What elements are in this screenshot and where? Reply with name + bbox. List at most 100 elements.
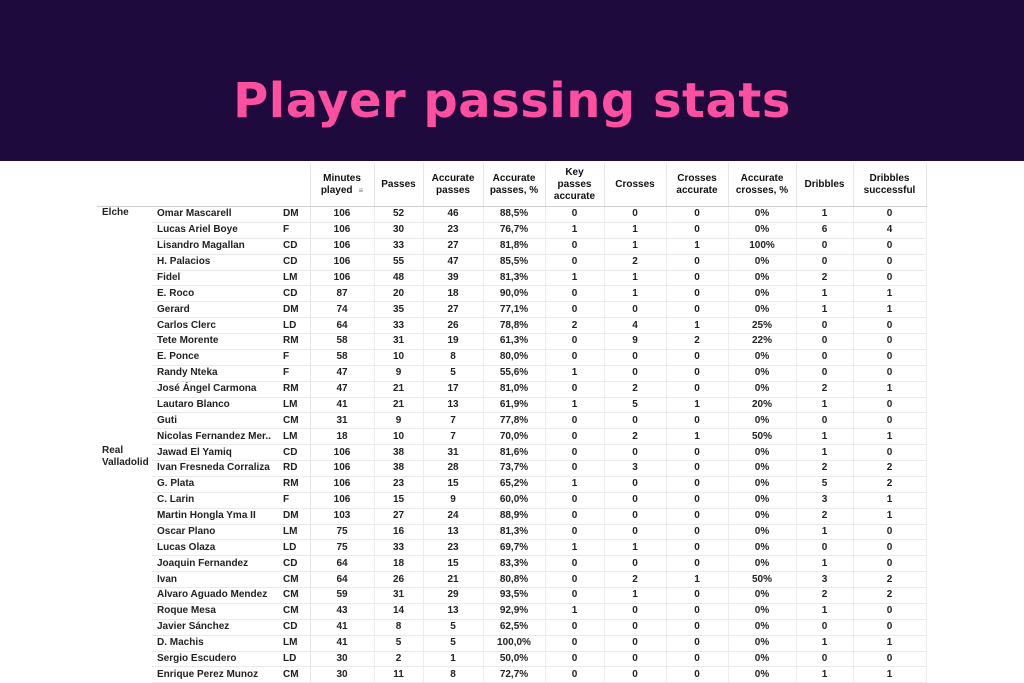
table-row[interactable]: Real Valladolid Jawad El Yamiq CD 106 38 31 81… (97, 444, 927, 468)
header-passes[interactable]: Passes (374, 163, 424, 207)
table-row[interactable]: C. Larin F 106 15 9 60,0% 0 0 0 0% 3 1 (97, 492, 927, 509)
position: RD (280, 460, 311, 477)
table-row[interactable]: Gerard DM 74 35 27 77,1% 0 0 0 0% 1 1 (97, 301, 927, 319)
dribbles-successful: 1 (853, 635, 927, 652)
table-row[interactable]: Ivan CM 64 26 21 80,8% 0 2 1 50% 3 2 (97, 571, 927, 588)
table-row[interactable]: Nicolas Fernandez Mer.. LM 18 10 7 70,0% 0 2 1 50… (97, 428, 927, 446)
crosses-accurate: 0 (666, 444, 729, 461)
table-row[interactable]: Martin Hongla Yma II DM 103 27 24 88,9% 0 0 0 0% 2… (97, 508, 927, 525)
player-name: Guti (152, 412, 280, 430)
minutes-played: 30 (310, 651, 375, 668)
table-row[interactable]: Roque Mesa CM 43 14 13 92,9% 1 0 0 0% 1 0 (97, 603, 927, 620)
dribbles-successful: 0 (853, 603, 927, 620)
dribbles-successful: 1 (853, 381, 927, 398)
header-accurate-passes[interactable]: Accurate passes (423, 163, 484, 207)
header-crosses[interactable]: Crosses (604, 163, 667, 207)
player-name: Carlos Clerc (152, 317, 280, 334)
table-row[interactable]: Alvaro Aguado Mendez CM 59 31 29 93,5% 0 1 0 0% 2 2 (97, 587, 927, 604)
table-row[interactable]: Sergio Escudero LD 30 2 1 50,0% 0 0 0 0% 0 0 (97, 651, 927, 668)
accurate-passes-pct: 81,3% (483, 270, 546, 287)
table-row[interactable]: E. Roco CD 87 20 18 90,0% 0 1 0 0% 1 1 (97, 285, 927, 303)
table-row[interactable]: D. Machis LM 41 5 5 100,0% 0 0 0 0% 1 1 (97, 635, 927, 652)
table-row[interactable]: Lautaro Blanco LM 41 21 13 61,9% 1 5 1 20% 1 0 (97, 397, 927, 414)
header-key-passes[interactable]: Key passes accurate (545, 163, 605, 207)
dribbles: 1 (796, 635, 854, 652)
minutes-played: 41 (310, 619, 375, 636)
passes: 8 (374, 619, 424, 636)
table-row[interactable]: Lucas Olaza LD 75 33 23 69,7% 1 1 0 0% 0 0 (97, 539, 927, 557)
page-title: Player passing stats (233, 73, 791, 129)
table-row[interactable]: Joaquin Fernandez CD 64 18 15 83,3% 0 0 0 0% 1 0 (97, 555, 927, 573)
table-row[interactable]: Carlos Clerc LD 64 33 26 78,8% 2 4 1 25% 0 0 (97, 317, 927, 334)
table-row[interactable]: Elche Omar Mascarell DM 106 52 46 88,5% 0 0 0 0% 1 0 (97, 206, 927, 223)
minutes-played: 87 (310, 285, 375, 303)
passes: 10 (374, 349, 424, 366)
crosses-accurate: 0 (666, 492, 729, 509)
key-passes: 0 (545, 428, 605, 446)
dribbles: 2 (796, 460, 854, 477)
crosses: 0 (604, 508, 667, 525)
accurate-crosses-pct: 0% (728, 412, 797, 430)
table-row[interactable]: G. Plata RM 106 23 15 65,2% 1 0 0 0% 5 2 (97, 476, 927, 493)
position: RM (280, 381, 311, 398)
minutes-played: 106 (310, 206, 375, 223)
passes: 35 (374, 301, 424, 319)
sort-icon[interactable]: ≡ (358, 185, 364, 195)
crosses-accurate: 0 (666, 635, 729, 652)
table-row[interactable]: H. Palacios CD 106 55 47 85,5% 0 2 0 0% 0 0 (97, 254, 927, 271)
table-row[interactable]: Lucas Ariel Boye F 106 30 23 76,7% 1 1 0 0% 6 4 (97, 222, 927, 239)
passes: 11 (374, 666, 424, 683)
player-name: G. Plata (152, 476, 280, 493)
header-dribbles-successful[interactable]: Dribbles successful (853, 163, 927, 207)
accurate-passes-pct: 78,8% (483, 317, 546, 334)
crosses: 0 (604, 301, 667, 319)
header-accurate-crosses-pct[interactable]: Accurate crosses, % (728, 163, 797, 207)
accurate-passes: 17 (423, 381, 484, 398)
accurate-passes: 5 (423, 365, 484, 382)
table-row[interactable]: Enrique Perez Munoz CM 30 11 8 72,7% 0 0 0 0% 1 1 (97, 666, 927, 683)
position: CM (280, 412, 311, 430)
position: CD (280, 444, 311, 461)
player-name: José Ángel Carmona (152, 381, 280, 398)
passes: 10 (374, 428, 424, 446)
table-row[interactable]: Tete Morente RM 58 31 19 61,3% 0 9 2 22% 0 0 (97, 333, 927, 350)
header-dribbles[interactable]: Dribbles (796, 163, 854, 207)
accurate-passes: 26 (423, 317, 484, 334)
table-row[interactable]: José Ángel Carmona RM 47 21 17 81,0% 0 2 0 0% 2 1 (97, 381, 927, 398)
crosses: 0 (604, 444, 667, 461)
accurate-passes: 23 (423, 222, 484, 239)
player-name: Randy Nteka (152, 365, 280, 382)
accurate-passes-pct: 92,9% (483, 603, 546, 620)
key-passes: 2 (545, 317, 605, 334)
passes: 18 (374, 555, 424, 573)
header-crosses-accurate[interactable]: Crosses accurate (666, 163, 729, 207)
header-accurate-passes-pct[interactable]: Accurate passes, % (483, 163, 546, 207)
table-row[interactable]: Lisandro Magallan CD 106 33 27 81,8% 0 1 1 100% 0 0 (97, 238, 927, 255)
accurate-crosses-pct: 0% (728, 301, 797, 319)
table-row[interactable]: Fidel LM 106 48 39 81,3% 1 1 0 0% 2 0 (97, 270, 927, 287)
table-row[interactable]: Randy Nteka F 47 9 5 55,6% 1 0 0 0% 0 0 (97, 365, 927, 382)
header-minutes-played[interactable]: Minutes played ≡ (309, 163, 375, 207)
table-row[interactable]: E. Ponce F 58 10 8 80,0% 0 0 0 0% 0 0 (97, 349, 927, 366)
position: RM (280, 476, 311, 493)
accurate-crosses-pct: 0% (728, 635, 797, 652)
accurate-crosses-pct: 0% (728, 587, 797, 604)
crosses: 0 (604, 492, 667, 509)
key-passes: 0 (545, 492, 605, 509)
player-name: Tete Morente (152, 333, 280, 350)
key-passes: 0 (545, 524, 605, 541)
passes: 27 (374, 508, 424, 525)
table-row[interactable]: Javier Sánchez CD 41 8 5 62,5% 0 0 0 0% 0 0 (97, 619, 927, 636)
table-row[interactable]: Guti CM 31 9 7 77,8% 0 0 0 0% 0 0 (97, 412, 927, 430)
position: F (280, 222, 311, 239)
accurate-passes-pct: 80,8% (483, 571, 546, 588)
table-row[interactable]: Oscar Plano LM 75 16 13 81,3% 0 0 0 0% 1 0 (97, 524, 927, 541)
accurate-passes: 8 (423, 349, 484, 366)
accurate-passes: 29 (423, 587, 484, 604)
table-row[interactable]: Ivan Fresneda Corraliza RD 106 38 28 73,7% 0 3 0… (97, 460, 927, 477)
key-passes: 0 (545, 635, 605, 652)
minutes-played: 106 (310, 254, 375, 271)
dribbles: 0 (796, 651, 854, 668)
accurate-crosses-pct: 0% (728, 349, 797, 366)
player-name: Alvaro Aguado Mendez (152, 587, 280, 604)
